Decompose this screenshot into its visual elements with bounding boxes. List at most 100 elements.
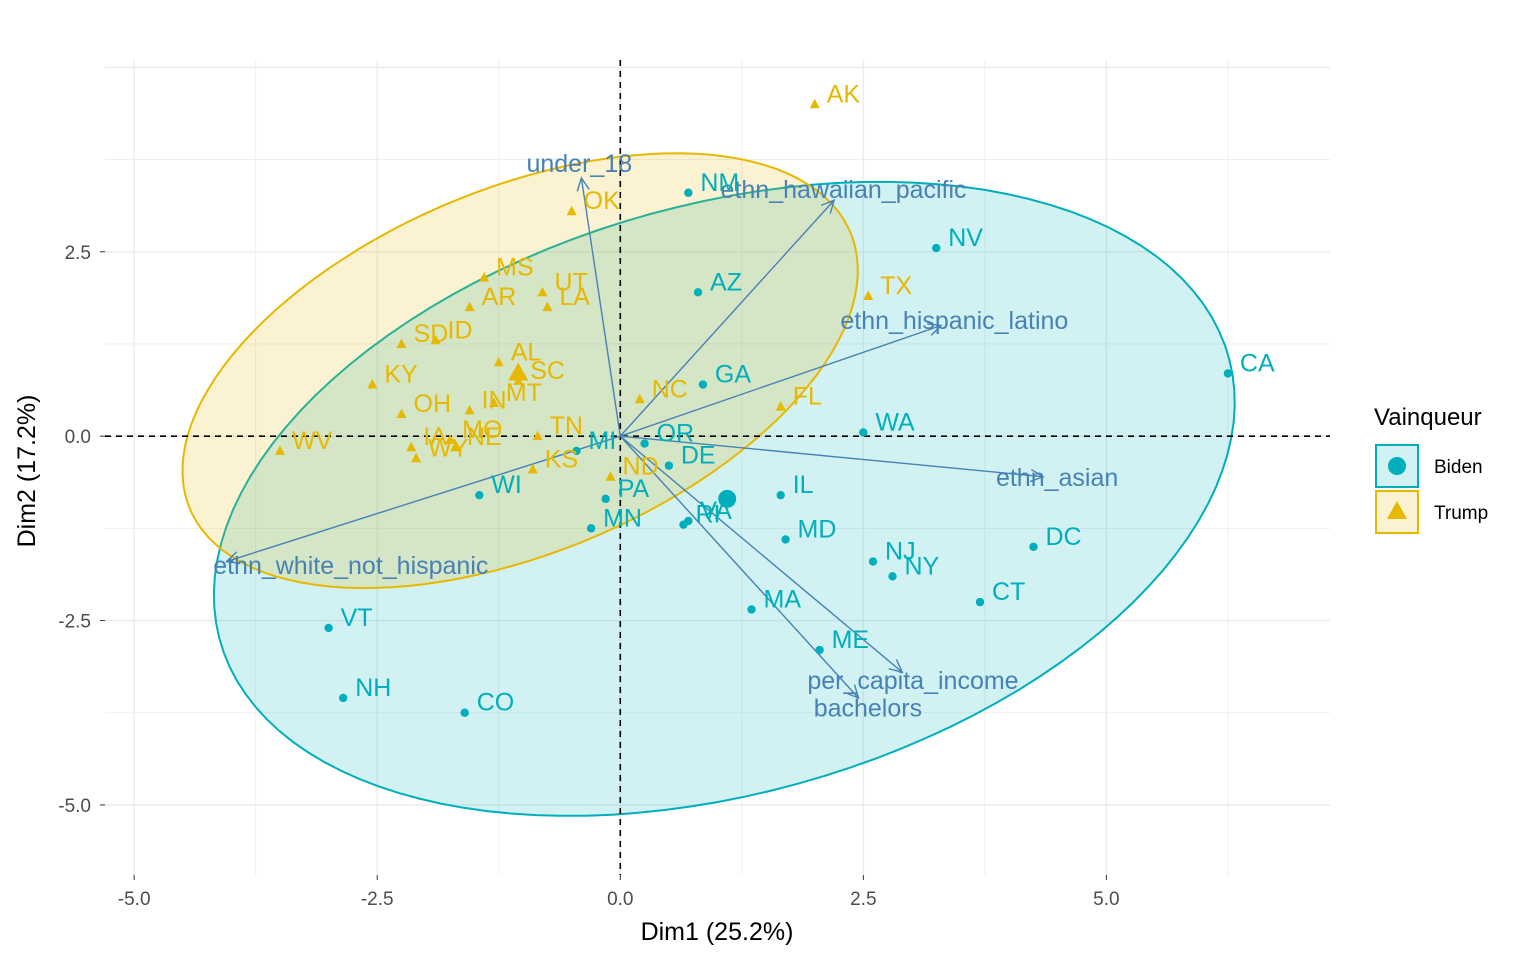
point-md	[781, 535, 790, 544]
point-label-ga: GA	[715, 361, 751, 389]
point-wv	[275, 445, 285, 455]
point-ks	[527, 463, 538, 474]
point-label-al: AL	[511, 338, 542, 366]
point-pa	[601, 494, 610, 504]
point-ky	[367, 379, 378, 389]
point-label-ia: IA	[423, 423, 447, 451]
variable-label: per_capita_income	[807, 667, 1018, 695]
legend-label-trump: Trump	[1434, 503, 1488, 524]
point-az	[693, 288, 703, 297]
point-label-ri: RI	[695, 501, 720, 529]
legend-title: Vainqueur	[1374, 404, 1482, 431]
point-ok	[566, 205, 577, 216]
variable-arrow	[619, 199, 835, 437]
point-ak	[809, 98, 820, 109]
point-label-nv: NV	[948, 224, 983, 252]
point-fl	[775, 401, 786, 411]
point-label-pa: PA	[618, 475, 650, 503]
point-label-de: DE	[681, 442, 716, 470]
point-ut	[537, 286, 548, 297]
variable-arrowhead	[224, 551, 241, 565]
point-mn	[586, 524, 596, 533]
point-label-ks: KS	[545, 445, 578, 473]
point-mt	[488, 397, 499, 407]
point-label-nh: NH	[355, 674, 391, 702]
point-label-co: CO	[477, 689, 515, 717]
point-label-nc: NC	[652, 375, 688, 403]
x-tick-label: 2.5	[850, 889, 876, 910]
point-label-tx: TX	[880, 272, 912, 300]
point-label-ar: AR	[482, 283, 517, 311]
point-label-dc: DC	[1045, 523, 1081, 551]
point-label-vt: VT	[341, 604, 373, 632]
point-ma	[747, 605, 756, 614]
point-wa	[859, 428, 868, 437]
variable-label: ethn_hispanic_latino	[840, 307, 1068, 335]
point-label-wa: WA	[875, 408, 915, 436]
point-label-ne: NE	[467, 423, 502, 451]
centroid-trump	[508, 362, 529, 381]
point-label-me: ME	[832, 626, 870, 654]
point-nv	[932, 243, 941, 253]
point-label-ms: MS	[496, 254, 533, 282]
point-nm	[684, 188, 693, 197]
point-label-ok: OK	[584, 187, 620, 215]
centroid-biden	[718, 489, 737, 508]
point-label-ak: AK	[827, 80, 861, 108]
x-tick-label: 5.0	[1093, 889, 1119, 910]
point-vt	[324, 623, 333, 633]
point-label-sc: SC	[530, 357, 565, 385]
variable-arrow	[226, 435, 621, 563]
variable-arrowhead	[845, 684, 860, 700]
point-label-or: OR	[657, 420, 695, 448]
legend-marker-trump	[1387, 501, 1407, 519]
variable-label: under_18	[526, 150, 632, 178]
point-nh	[338, 693, 348, 703]
point-nc	[634, 393, 645, 404]
point-label-nd: ND	[623, 453, 659, 481]
point-id	[430, 334, 441, 345]
point-label-in: IN	[482, 386, 507, 414]
point-label-mo: MO	[462, 416, 502, 444]
variable-arrow	[619, 435, 903, 673]
point-me	[815, 645, 824, 655]
variable-arrow	[620, 435, 1044, 478]
point-label-sd: SD	[414, 320, 449, 348]
individual-points	[275, 98, 1233, 717]
variable-label: ethn_white_not_hispanic	[213, 552, 488, 580]
point-tx	[863, 290, 874, 301]
point-mi	[572, 446, 581, 456]
point-label-id: ID	[448, 316, 473, 344]
point-al	[493, 356, 504, 367]
point-tn	[532, 430, 543, 441]
x-tick-label: -5.0	[118, 889, 151, 910]
point-label-ct: CT	[992, 578, 1025, 606]
y-tick-label: 2.5	[65, 243, 91, 264]
point-co	[460, 708, 469, 717]
variable-label: ethn_hawaiian_pacific	[721, 176, 967, 204]
point-label-mi: MI	[589, 427, 617, 455]
variable-arrowhead	[820, 198, 836, 214]
point-label-la: LA	[559, 283, 590, 311]
point-ga	[698, 380, 708, 389]
point-label-oh: OH	[414, 390, 452, 418]
point-nd	[605, 471, 616, 481]
point-dc	[1029, 542, 1038, 551]
point-label-wi: WI	[491, 471, 522, 499]
point-label-ky: KY	[384, 361, 418, 389]
legend-key-biden	[1375, 444, 1419, 488]
point-de	[664, 461, 674, 470]
point-il	[776, 490, 785, 500]
point-ar	[464, 301, 475, 312]
point-nj	[868, 557, 878, 566]
point-label-ny: NY	[905, 552, 940, 580]
point-label-tn: TN	[550, 412, 583, 440]
point-ms	[479, 272, 490, 282]
point-label-fl: FL	[793, 383, 822, 411]
y-tick-label: -5.0	[58, 796, 91, 817]
x-tick-label: -2.5	[361, 889, 394, 910]
point-wy	[411, 452, 422, 463]
variable-label: ethn_asian	[996, 464, 1118, 492]
